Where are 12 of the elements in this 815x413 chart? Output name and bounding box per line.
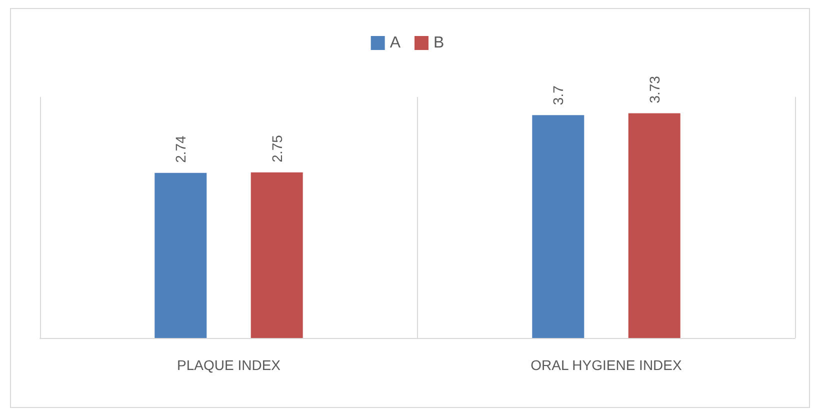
legend-label: A — [390, 34, 401, 52]
data-label: 3.73 — [646, 76, 662, 104]
legend-label: B — [434, 34, 444, 52]
bar — [154, 172, 207, 338]
bar — [628, 113, 680, 338]
data-label: 2.74 — [172, 135, 189, 163]
bar — [250, 172, 303, 338]
bar — [532, 115, 584, 338]
x-tick-label: PLAQUE INDEX — [177, 357, 282, 373]
data-label: 3.7 — [550, 85, 566, 106]
x-tick-label: ORAL HYGIENE INDEX — [530, 357, 682, 373]
data-label: 2.75 — [268, 134, 285, 162]
